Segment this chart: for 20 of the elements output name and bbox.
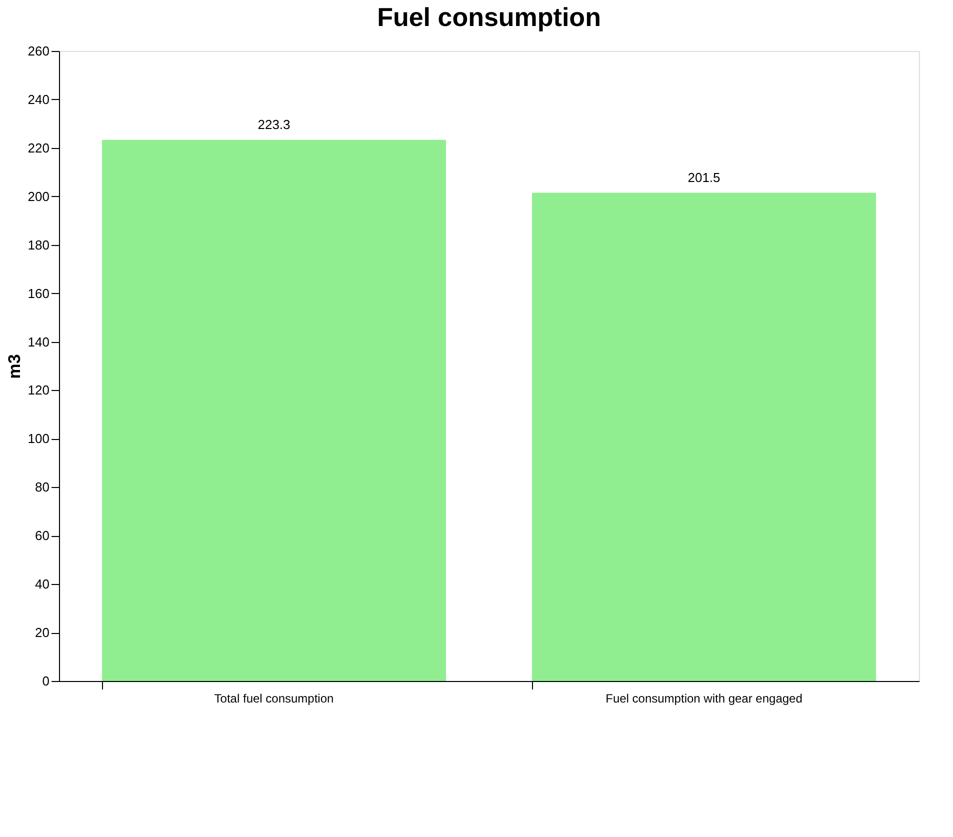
y-tick-label: 240	[28, 92, 50, 107]
y-tick-label: 180	[28, 237, 50, 252]
y-tick-label: 120	[28, 382, 50, 398]
y-tick-label: 80	[35, 480, 50, 495]
x-tick-label: Total fuel consumption	[214, 692, 334, 706]
y-tick-label: 60	[35, 528, 50, 544]
y-tick-label: 220	[28, 140, 50, 156]
y-tick-label: 200	[28, 188, 50, 204]
y-tick-label: 0	[42, 674, 50, 688]
y-tick-label: 140	[28, 334, 50, 350]
y-axis-title: m3	[4, 354, 24, 379]
x-tick-label: Fuel consumption with gear engaged	[606, 692, 802, 706]
y-tick-label: 40	[35, 576, 50, 592]
chart-title: Fuel consumption	[377, 2, 601, 32]
y-tick-label: 260	[28, 44, 50, 58]
y-tick-label: 100	[28, 431, 50, 446]
y-tick-label: 160	[28, 286, 50, 301]
y-tick-label: 20	[35, 625, 50, 640]
data-label: 223.3	[258, 116, 290, 132]
data-label: 201.5	[688, 170, 720, 185]
